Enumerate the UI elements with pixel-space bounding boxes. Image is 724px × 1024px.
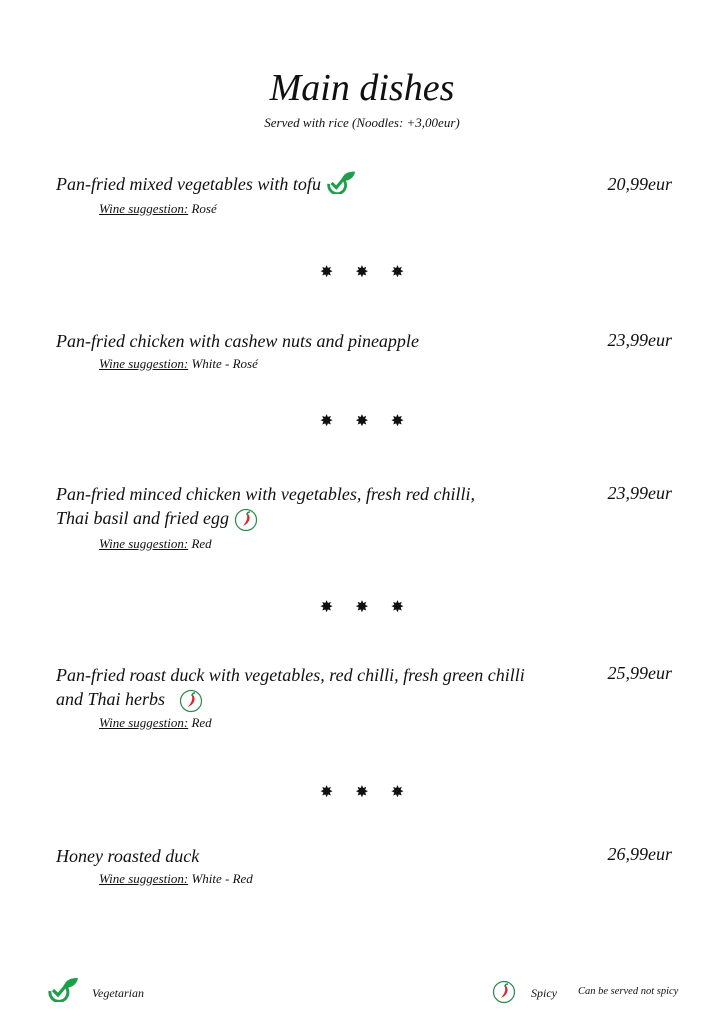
legend-vegetarian: Vegetarian — [92, 986, 144, 1000]
dish-name: Honey roasted duck — [56, 846, 200, 866]
wine-suggestion: Wine suggestion: White - Rosé — [99, 356, 258, 372]
dish-price: 25,99eur — [607, 663, 673, 683]
separator-stars: ✸ ✸ ✸ — [319, 264, 405, 281]
wine-suggestion: Wine suggestion: Rosé — [99, 201, 217, 217]
wine-label: Wine suggestion: — [99, 356, 189, 371]
dish-name: Pan-fried minced chicken with vegetables… — [56, 482, 576, 532]
dish-name: Pan-fried chicken with cashew nuts and p… — [56, 331, 419, 351]
separator-stars: ✸ ✸ ✸ — [319, 413, 405, 430]
separator-stars: ✸ ✸ ✸ — [319, 784, 405, 801]
wine-suggestion: Wine suggestion: White - Red — [99, 871, 253, 887]
page-title: Main dishes — [269, 67, 455, 109]
chili-icon — [492, 980, 516, 1004]
wine-label: Wine suggestion: — [99, 871, 189, 886]
wine-label: Wine suggestion: — [99, 201, 189, 216]
dish-name-line: and Thai herbs — [56, 689, 166, 709]
wine-value: Red — [191, 715, 212, 730]
wine-value: White - Rosé — [191, 356, 258, 371]
vegetarian-icon — [48, 976, 80, 1002]
dish-price: 20,99eur — [607, 174, 673, 194]
chili-icon — [179, 689, 202, 713]
page-subtitle: Served with rice (Noodles: +3,00eur) — [264, 115, 460, 130]
wine-label: Wine suggestion: — [99, 536, 189, 551]
dish-name: Pan-fried roast duck with vegetables, re… — [56, 663, 596, 713]
dish-name: Pan-fried mixed vegetables with tofu — [56, 170, 576, 196]
dish-price: 23,99eur — [607, 483, 673, 503]
dish-name-text: Pan-fried mixed vegetables with tofu — [56, 174, 321, 194]
wine-suggestion: Wine suggestion: Red — [99, 715, 212, 731]
dish-price: 26,99eur — [607, 844, 673, 864]
wine-value: Red — [191, 536, 212, 551]
wine-suggestion: Wine suggestion: Red — [99, 536, 212, 552]
chili-icon — [234, 508, 257, 532]
dish-name-line: Pan-fried minced chicken with vegetables… — [56, 484, 476, 504]
dish-name-line: Pan-fried roast duck with vegetables, re… — [56, 665, 525, 685]
wine-value: White - Red — [191, 871, 253, 886]
separator-stars: ✸ ✸ ✸ — [319, 599, 405, 616]
wine-value: Rosé — [191, 201, 217, 216]
dish-name-line: Thai basil and fried egg — [56, 508, 230, 528]
wine-label: Wine suggestion: — [99, 715, 189, 730]
dish-price: 23,99eur — [607, 330, 673, 350]
vegetarian-icon — [327, 170, 358, 194]
legend-spicy-note: Can be served not spicy — [578, 986, 679, 997]
legend-spicy: Spicy — [531, 986, 557, 1000]
